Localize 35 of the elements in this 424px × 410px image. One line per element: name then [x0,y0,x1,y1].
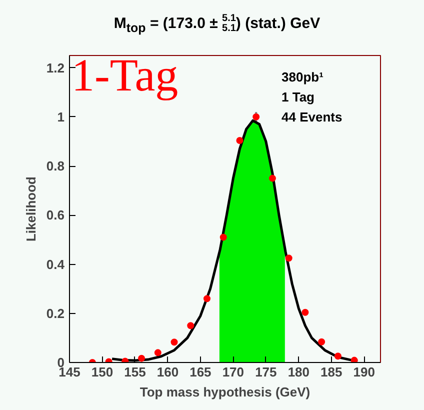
point [285,254,292,262]
point [252,113,260,120]
annotation: 44 Events [282,110,342,124]
point [170,338,178,346]
x-tick-label: 170 [222,364,244,380]
y-tick-label: 0.6 [46,208,65,223]
x-axis-title: Top mass hypothesis (GeV) [140,384,310,400]
point [154,349,162,356]
x-tick-label: 190 [353,364,375,380]
annotation: 1 Tag [282,90,315,104]
y-tick-label: 0.4 [46,256,66,272]
point [350,356,358,362]
point [138,354,146,362]
point [268,174,276,182]
point [187,322,194,330]
point [236,136,244,144]
y-tick-label: 1 [57,109,65,124]
x-tick-label: 155 [124,364,146,380]
annotation: 1-Tag [72,50,178,100]
point [220,234,227,241]
annotation: 380pb¹ [282,70,324,84]
y-tick-label: 0.2 [46,306,65,321]
y-tick-label: 1.2 [46,60,65,76]
point [302,308,309,316]
point [318,338,326,346]
x-tick-label: 165 [190,364,212,380]
x-tick-label: 180 [288,364,310,380]
y-tick-label: 0.8 [46,158,65,174]
x-tick-label: 175 [255,364,277,380]
point [203,295,210,302]
x-tick-label: 160 [156,364,179,380]
x-tick-label: 185 [320,364,342,380]
x-tick-label: 150 [91,364,114,380]
y-axis-title: Likelihood [23,176,38,242]
point [334,352,342,360]
